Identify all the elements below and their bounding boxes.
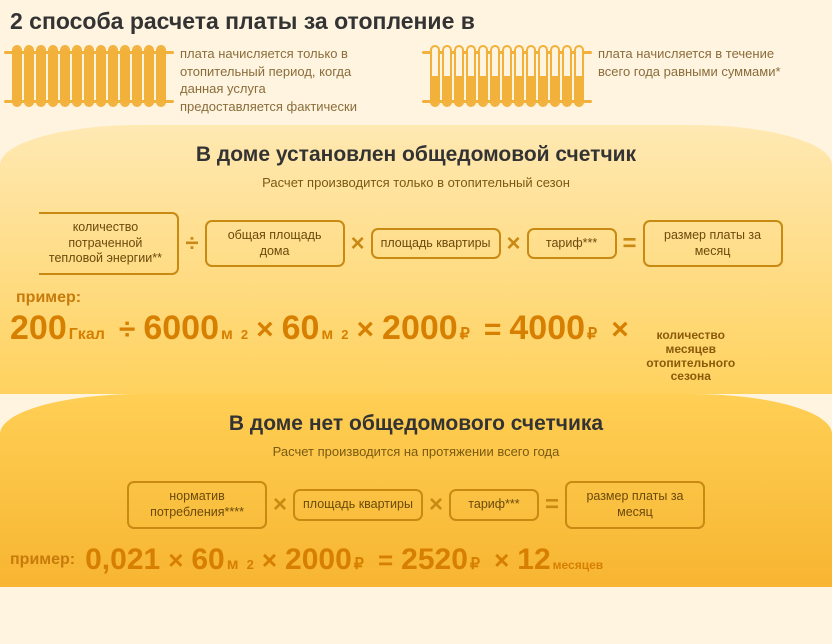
example-value: 2000: [382, 309, 458, 348]
operator: ×: [505, 230, 523, 258]
example-value: 4000: [509, 309, 585, 348]
operator: ×: [349, 230, 367, 258]
section-subtitle: Расчет производится только в отопительны…: [10, 175, 822, 190]
section-title: В доме установлен общедомовой счетчик: [10, 143, 822, 167]
method-2-text: плата начисляется в течение всего года р…: [598, 45, 788, 80]
method-1-text: плата начисляется только в отопительный …: [180, 45, 370, 115]
method-2: плата начисляется в течение всего года р…: [428, 45, 822, 115]
example-value: 0,021: [85, 543, 160, 577]
operator: ×: [271, 491, 289, 519]
operator: ×: [250, 313, 280, 347]
methods-row: плата начисляется только в отопительный …: [10, 45, 822, 125]
section-subtitle: Расчет производится на протяжении всего …: [10, 444, 822, 459]
example-value: 2000: [285, 543, 352, 577]
section-with-meter: В доме установлен общедомовой счетчик Ра…: [0, 125, 832, 394]
example-value: 200: [10, 309, 67, 348]
operator: =: [543, 491, 561, 519]
example-note: количество месяцев отопительного сезона: [641, 329, 741, 384]
formula-box: общая площадь дома: [205, 220, 345, 267]
formula-box: размер платы за месяц: [565, 481, 705, 528]
operator: ×: [351, 313, 381, 347]
radiator-icon: [10, 45, 168, 107]
formula-box: тариф***: [449, 489, 539, 521]
example-unit: м: [227, 556, 239, 574]
operator: ×: [488, 545, 515, 576]
header: 2 способа расчета платы за отопление в п…: [0, 0, 832, 125]
formula-box: норматив потребления****: [127, 481, 267, 528]
operator: ×: [605, 313, 635, 347]
operator: ÷: [113, 313, 141, 347]
example-unit: м: [221, 326, 233, 344]
example-unit: м: [321, 326, 333, 344]
formula-row: норматив потребления****×площадь квартир…: [10, 481, 822, 528]
operator: ×: [427, 491, 445, 519]
formula-box: тариф***: [527, 228, 617, 260]
example-row: 200Гкал÷6000м2×60м2×2000₽=4000₽×количест…: [10, 309, 822, 384]
example-unit: ₽: [587, 324, 597, 344]
operator: =: [478, 313, 508, 347]
formula-box: количество потраченной тепловой энергии*…: [39, 212, 179, 275]
formula-box: площадь квартиры: [293, 489, 423, 521]
example-value: 12: [517, 543, 550, 577]
example-value: 60: [191, 543, 224, 577]
section-title: В доме нет общедомового счетчика: [10, 412, 822, 436]
example-unit: ₽: [460, 324, 470, 344]
operator: ×: [256, 545, 283, 576]
page-title: 2 способа расчета платы за отопление в: [10, 8, 822, 35]
example-unit: месяцев: [553, 558, 604, 572]
example-label: пример:: [10, 551, 75, 569]
example-label: пример:: [10, 289, 822, 307]
example-value: 60: [282, 309, 320, 348]
example-row: 0,021×60м2×2000₽=2520₽×12месяцев: [85, 543, 609, 577]
example-value: 2520: [401, 543, 468, 577]
example-unit: ₽: [354, 554, 364, 574]
example-value: 6000: [143, 309, 219, 348]
formula-row: количество потраченной тепловой энергии*…: [10, 212, 822, 275]
radiator-icon: [428, 45, 586, 107]
formula-box: размер платы за месяц: [643, 220, 783, 267]
operator: =: [621, 230, 639, 258]
operator: ×: [162, 545, 189, 576]
section-no-meter: В доме нет общедомового счетчика Расчет …: [0, 394, 832, 586]
example-unit: Гкал: [69, 326, 105, 344]
method-1: плата начисляется только в отопительный …: [10, 45, 404, 115]
operator: ÷: [183, 230, 200, 258]
operator: =: [372, 545, 399, 576]
formula-box: площадь квартиры: [371, 228, 501, 260]
example-unit: ₽: [470, 554, 480, 574]
